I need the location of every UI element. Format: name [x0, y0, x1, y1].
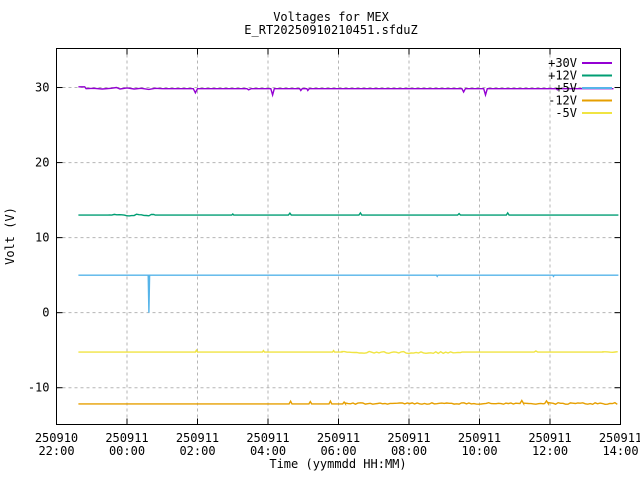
- plot-area: -10010203025091022:0025091100:0025091102…: [28, 48, 640, 458]
- x-tick-time-label: 02:00: [179, 444, 215, 458]
- series-line-plus5v: [78, 274, 619, 313]
- y-tick-label: 0: [42, 306, 49, 320]
- x-tick-date-label: 250911: [528, 431, 571, 445]
- y-tick-label: 20: [35, 156, 49, 170]
- legend-label: -12V: [548, 94, 577, 108]
- legend-label: +5V: [555, 81, 577, 95]
- series-line-plus30v: [78, 86, 614, 98]
- y-axis-title: Volt (V): [3, 207, 17, 265]
- y-tick-label: 10: [35, 231, 49, 245]
- x-tick-date-label: 250910: [35, 431, 78, 445]
- x-tick-time-label: 04:00: [250, 444, 286, 458]
- y-tick-label: -10: [28, 381, 50, 395]
- legend-label: +12V: [548, 69, 577, 83]
- x-tick-time-label: 00:00: [109, 444, 145, 458]
- chart-title: Voltages for MEX: [273, 10, 389, 24]
- y-tick-label: 30: [35, 81, 49, 95]
- x-tick-time-label: 14:00: [602, 444, 638, 458]
- x-tick-time-label: 06:00: [320, 444, 356, 458]
- x-tick-date-label: 250911: [387, 431, 430, 445]
- x-tick-date-label: 250911: [246, 431, 289, 445]
- x-tick-time-label: 10:00: [461, 444, 497, 458]
- series-line-minus5v: [78, 348, 618, 355]
- x-tick-date-label: 250911: [599, 431, 640, 445]
- series-line-plus12v: [78, 211, 619, 217]
- x-tick-time-label: 08:00: [391, 444, 427, 458]
- x-tick-date-label: 250911: [317, 431, 360, 445]
- x-tick-date-label: 250911: [105, 431, 148, 445]
- x-tick-time-label: 12:00: [532, 444, 568, 458]
- x-tick-time-label: 22:00: [38, 444, 74, 458]
- series-line-minus12v: [78, 399, 618, 407]
- x-tick-date-label: 250911: [176, 431, 219, 445]
- legend-label: -5V: [555, 106, 577, 120]
- chart-subtitle: E_RT20250910210451.sfduZ: [244, 23, 417, 37]
- x-axis-title: Time (yymmdd HH:MM): [269, 457, 406, 471]
- x-tick-date-label: 250911: [458, 431, 501, 445]
- legend-label: +30V: [548, 56, 577, 70]
